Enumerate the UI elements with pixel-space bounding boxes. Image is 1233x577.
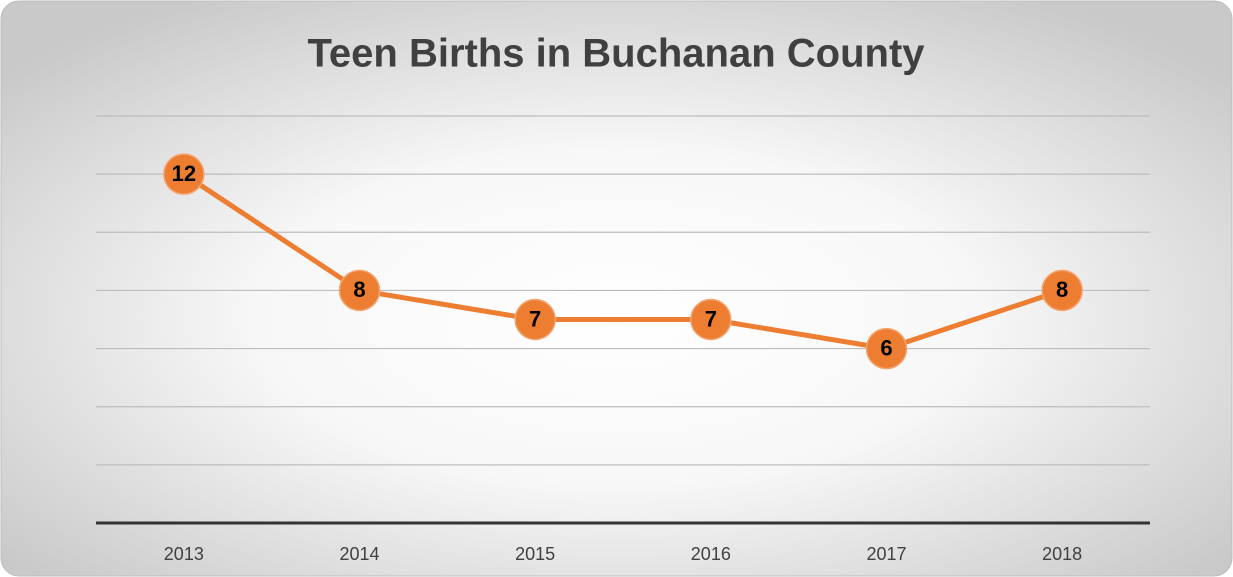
x-tick-label: 2015	[515, 544, 555, 564]
chart-title: Teen Births in Buchanan County	[307, 32, 925, 76]
marker	[1041, 269, 1083, 312]
data-label: 7	[705, 306, 717, 331]
marker	[865, 327, 908, 370]
data-label: 8	[353, 277, 365, 302]
x-tick-label: 2016	[691, 544, 731, 564]
data-label: 8	[1056, 277, 1068, 302]
data-label: 12	[172, 161, 196, 186]
data-label: 7	[529, 306, 541, 331]
marker	[338, 269, 381, 312]
line	[182, 172, 1063, 352]
x-tick-label: 2017	[866, 544, 906, 564]
marker	[163, 153, 205, 195]
x-tick-label: 2013	[164, 544, 204, 564]
marker	[690, 298, 732, 341]
marker	[514, 298, 556, 341]
x-tick-label: 2014	[339, 544, 379, 564]
data-label: 6	[880, 335, 892, 360]
x-tick-label: 2018	[1042, 544, 1082, 564]
